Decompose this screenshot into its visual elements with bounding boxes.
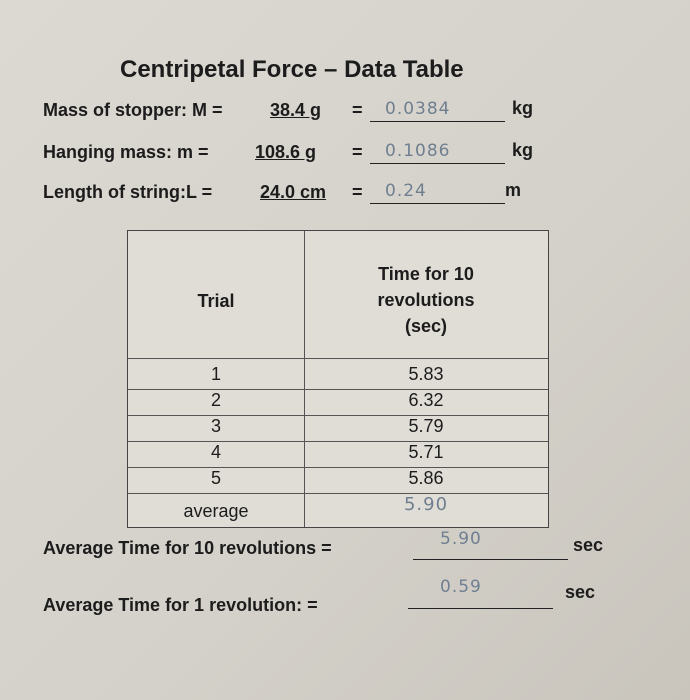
answer-blank — [370, 163, 505, 164]
unit: kg — [512, 98, 534, 118]
header-trial: Trial — [197, 291, 235, 311]
average-label: average — [183, 501, 249, 521]
result-label: Average Time for 1 revolution: = — [43, 595, 318, 615]
header-time: Time for 10 revolutions (sec) — [377, 264, 475, 336]
row-line — [128, 415, 548, 416]
result-unit: sec — [573, 535, 604, 555]
row-line — [128, 441, 548, 442]
answer-blank — [370, 203, 505, 204]
trial-number: 2 — [210, 390, 221, 410]
time-value: 5.86 — [408, 468, 444, 488]
answer-blank — [370, 121, 505, 122]
measurement-label: Length of string:L = — [43, 182, 213, 202]
row-line — [128, 389, 548, 390]
equals-sign: = — [352, 100, 363, 120]
measurement-label: Hanging mass: m = — [43, 142, 209, 162]
answer: 0.24 — [385, 181, 427, 201]
average-value: 5.90 — [403, 494, 449, 515]
time-value: 5.83 — [408, 364, 444, 384]
data-table: Trial Time for 10 revolutions (sec) 1 5.83 2… — [127, 230, 549, 528]
unit: m — [505, 180, 522, 200]
given-value: 38.4 g — [270, 100, 322, 120]
row-line — [128, 493, 548, 494]
answer-blank — [408, 608, 553, 609]
time-value: 5.71 — [408, 442, 444, 462]
time-value: 5.79 — [408, 416, 444, 436]
answer: 0.1086 — [385, 141, 451, 161]
header-line — [128, 358, 548, 359]
equals-sign: = — [352, 142, 363, 162]
row-line — [128, 467, 548, 468]
column-divider — [304, 231, 305, 527]
title: Centripetal Force – Data Table — [120, 56, 464, 83]
result-unit: sec — [565, 582, 596, 602]
trial-number: 4 — [210, 442, 221, 462]
result-answer: 5.90 — [440, 529, 482, 549]
given-value: 24.0 cm — [260, 182, 327, 202]
trial-number: 5 — [210, 468, 221, 488]
trial-number: 3 — [210, 416, 221, 436]
measurement-label: Mass of stopper: M = — [43, 100, 223, 120]
result-answer: 0.59 — [440, 577, 482, 597]
trial-number: 1 — [210, 364, 221, 384]
given-value: 108.6 g — [255, 142, 317, 162]
time-value: 6.32 — [408, 390, 444, 410]
answer-blank — [413, 559, 568, 560]
unit: kg — [512, 140, 534, 160]
answer: 0.0384 — [385, 99, 451, 119]
result-label: Average Time for 10 revolutions = — [43, 538, 332, 558]
equals-sign: = — [352, 182, 363, 202]
